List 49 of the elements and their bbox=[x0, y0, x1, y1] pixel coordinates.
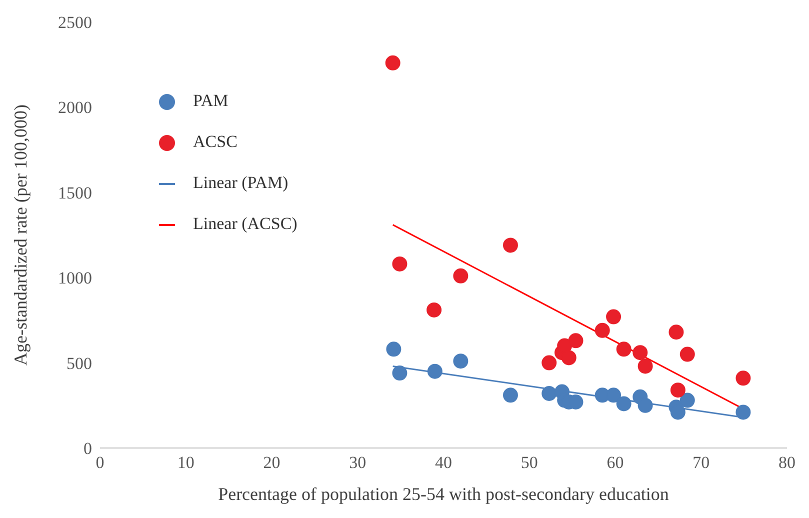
x-tick-label: 0 bbox=[96, 453, 104, 472]
point bbox=[502, 388, 518, 403]
legend-label: Linear (ACSC) bbox=[193, 214, 298, 233]
y-tick-label: 2000 bbox=[58, 98, 92, 118]
y-tick-label: 2500 bbox=[58, 13, 92, 32]
point bbox=[502, 238, 518, 253]
point bbox=[638, 358, 653, 374]
point bbox=[427, 364, 442, 379]
y-tick-label: 1500 bbox=[58, 183, 92, 202]
point bbox=[385, 55, 400, 70]
legend-label: PAM bbox=[193, 91, 228, 110]
point bbox=[680, 392, 695, 408]
point bbox=[736, 404, 751, 420]
x-tick-label: 30 bbox=[349, 453, 366, 472]
x-tick-label: 80 bbox=[778, 453, 796, 472]
point bbox=[542, 386, 557, 401]
point bbox=[632, 345, 648, 360]
x-tick-label: 10 bbox=[177, 453, 194, 472]
y-axis-title: Age-standardized rate (per 100,000) bbox=[10, 104, 30, 366]
point bbox=[670, 382, 686, 398]
x-tick-label: 50 bbox=[520, 453, 538, 472]
point bbox=[616, 396, 632, 412]
x-tick-label: 60 bbox=[606, 453, 624, 472]
point bbox=[736, 370, 751, 386]
y-tick-label: 500 bbox=[66, 354, 92, 373]
point bbox=[392, 366, 408, 381]
point bbox=[453, 268, 468, 284]
point bbox=[606, 388, 622, 403]
point bbox=[680, 346, 695, 362]
point bbox=[638, 398, 653, 413]
x-tick-label: 20 bbox=[263, 453, 280, 472]
y-tick-label: 0 bbox=[84, 439, 92, 458]
legend-label: ACSC bbox=[193, 132, 238, 151]
point bbox=[616, 342, 632, 357]
x-tick-label: 70 bbox=[692, 453, 710, 472]
point bbox=[542, 355, 557, 370]
point bbox=[453, 354, 468, 369]
point bbox=[392, 256, 408, 272]
x-tick-label: 40 bbox=[435, 453, 452, 472]
point bbox=[386, 342, 402, 357]
point bbox=[594, 322, 610, 338]
legend-label: Linear (PAM) bbox=[193, 173, 288, 192]
y-tick-label: 1000 bbox=[58, 268, 92, 288]
point bbox=[668, 324, 684, 340]
point bbox=[568, 333, 584, 348]
point bbox=[426, 302, 442, 318]
point bbox=[561, 350, 576, 366]
x-axis-title: Percentage of population 25-54 with post-secondary education bbox=[218, 484, 669, 504]
point bbox=[606, 309, 622, 324]
